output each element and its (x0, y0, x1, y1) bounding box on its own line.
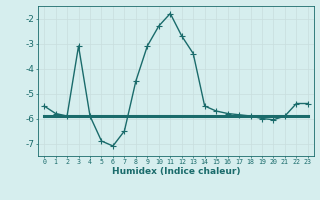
X-axis label: Humidex (Indice chaleur): Humidex (Indice chaleur) (112, 167, 240, 176)
